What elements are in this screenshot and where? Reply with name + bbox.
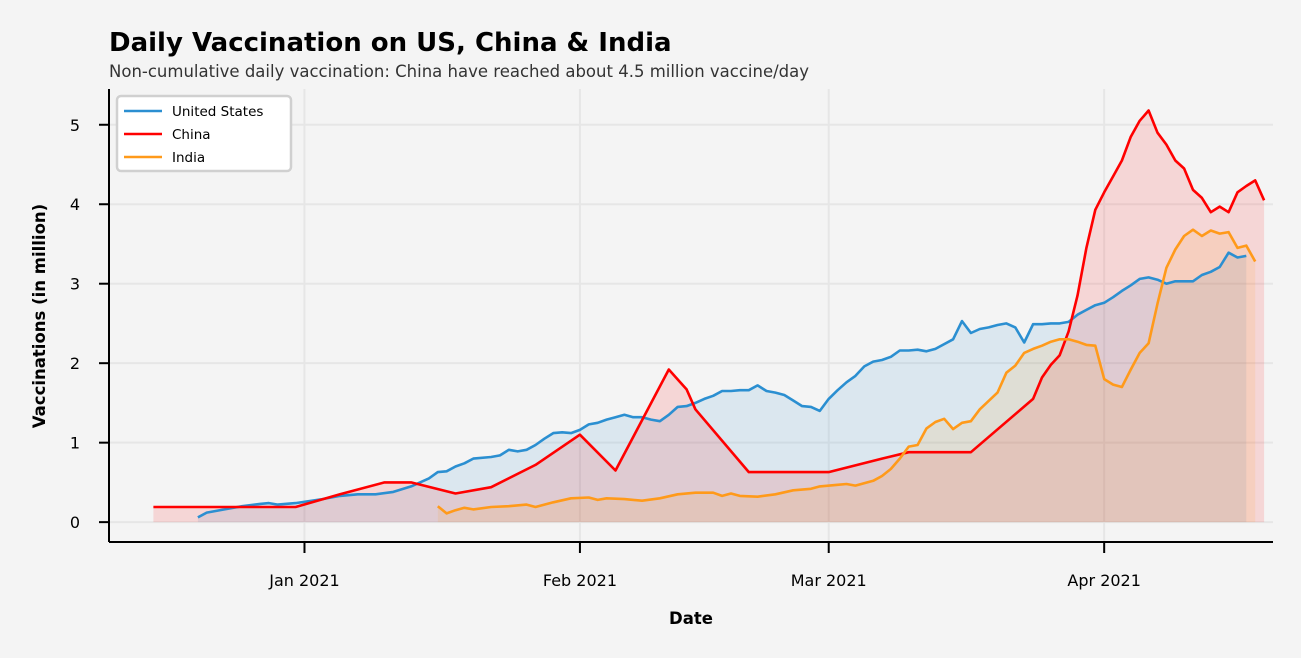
chart-subtitle: Non-cumulative daily vaccination: China …: [109, 62, 809, 81]
china-area: [153, 110, 1265, 523]
series-lines: [153, 109, 1266, 519]
x-tick-label: Apr 2021: [1067, 571, 1140, 590]
y-tick-label: 3: [70, 275, 80, 294]
x-axis-label: Date: [669, 609, 713, 628]
x-ticks: Jan 2021 Feb 2021 Mar 2021 Apr 2021: [268, 542, 1141, 590]
y-ticks: 0 1 2 3 4 5: [70, 116, 109, 532]
y-axis-label: Vaccinations (in million): [30, 204, 49, 428]
y-tick-label: 0: [70, 513, 80, 532]
y-tick-label: 4: [70, 195, 80, 214]
x-tick-label: Feb 2021: [543, 571, 617, 590]
legend-label-india: India: [172, 150, 205, 166]
y-tick-label: 1: [70, 434, 80, 453]
legend-items: United States China India: [124, 104, 263, 166]
x-tick-label: Mar 2021: [791, 571, 867, 590]
united-states-area: [197, 252, 1247, 523]
area-fills: [153, 110, 1265, 523]
india-area: [437, 229, 1256, 523]
legend-label-united-states: United States: [172, 104, 263, 120]
axes: [108, 89, 1273, 543]
y-tick-label: 5: [70, 116, 80, 135]
legend-label-china: China: [172, 127, 211, 143]
chart-title: Daily Vaccination on US, China & India: [109, 28, 672, 58]
united-states-line: [197, 251, 1247, 519]
y-tick-label: 2: [70, 354, 80, 373]
india-line: [436, 228, 1257, 515]
legend: United States China India: [115, 94, 293, 173]
legend-box: [115, 94, 293, 173]
china-line: [153, 109, 1266, 509]
x-tick-label: Jan 2021: [268, 571, 339, 590]
grid: [109, 89, 1273, 542]
